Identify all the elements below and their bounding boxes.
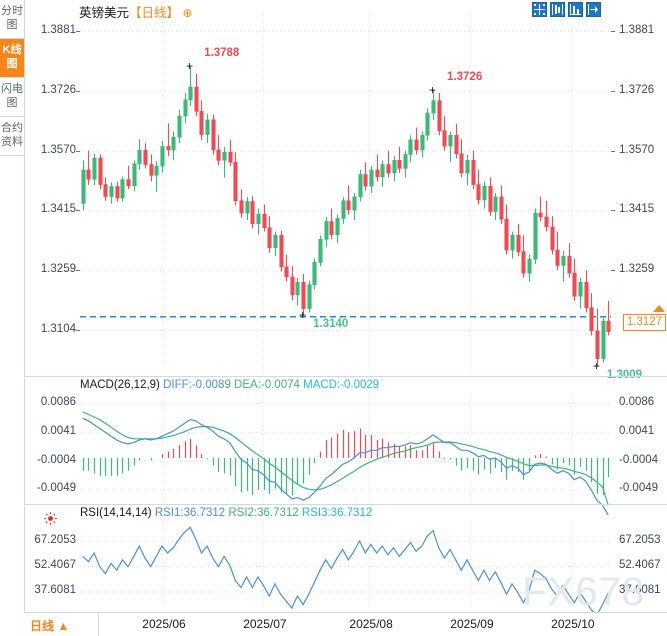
x-axis-bar: 日线 ▲ 2025/06 2025/07 2025/08 2025/09 2025/10 (24, 612, 667, 636)
chart-toolbar (532, 2, 601, 17)
price-axis-tick-left: 1.3104 (40, 323, 76, 336)
axis-tick-mark (76, 151, 80, 152)
sun-settings-icon[interactable] (44, 512, 57, 530)
rsi2-value: RSI2:36.7312 (228, 507, 299, 519)
sidebar-item-contract-info-label: 合约资料 (1, 122, 23, 148)
low-marker-1: 1.3140 (313, 318, 349, 331)
rsi1-value: RSI1:36.7312 (154, 507, 226, 519)
price-axis-tick-right: 1.3881 (619, 23, 655, 36)
chart-zoom-in-icon[interactable] (586, 2, 601, 17)
price-axis-tick-left: 1.3259 (40, 263, 76, 276)
macd-label: MACD(26,12,9) DIFF:-0.0089 DEA:-0.0074 M… (80, 379, 379, 391)
axis-tick-mark (611, 210, 615, 211)
macd-axis-tick-left: -0.0049 (36, 482, 76, 495)
x-axis-tick: 2025/07 (243, 617, 287, 631)
axis-tick-mark (611, 151, 615, 152)
sidebar-item-timeshare-label: 分时图 (1, 5, 23, 31)
price-axis-tick-right: 1.3726 (619, 83, 655, 96)
macd-dea-value: DEA:-0.0074 (234, 379, 300, 391)
axis-tick-mark (611, 270, 615, 271)
macd-diff-value: DIFF:-0.0089 (163, 379, 231, 391)
chart-title: 英镑美元【日线】 ⊕ (79, 2, 193, 21)
chart-frame: 英镑美元【日线】 ⊕ (24, 0, 667, 635)
axis-tick-mark (76, 270, 80, 271)
macd-axis-tick-right: 0.0041 (619, 424, 655, 437)
rsi-series (80, 522, 611, 616)
axis-tick-mark (76, 91, 80, 92)
pane-divider-1 (24, 376, 667, 377)
current-price-arrow (653, 305, 665, 313)
x-axis-tick: 2025/06 (142, 617, 186, 631)
rsi-axis-tick-left: 67.2053 (34, 533, 76, 546)
symbol-name: 英镑美元 (79, 6, 130, 20)
price-axis-tick-left: 1.3570 (40, 143, 76, 156)
chart-zoom-out-icon[interactable] (568, 2, 583, 17)
macd-axis-tick-right: 0.0086 (619, 395, 655, 408)
move-crosshair-icon[interactable] (532, 2, 547, 17)
candlestick-series (80, 14, 611, 374)
high-marker-1: 1.3788 (204, 46, 240, 59)
annotation-cross-marker: + (592, 358, 600, 373)
low-marker-2: 1.3009 (606, 368, 643, 381)
sidebar-item-kline-label: K线图 (2, 44, 22, 70)
macd-series (80, 394, 611, 516)
rsi-axis-tick-right: 67.2053 (619, 533, 661, 546)
price-plot-area[interactable] (80, 14, 611, 374)
macd-axis-tick-left: 0.0041 (40, 424, 76, 437)
annotation-cross-marker: + (186, 58, 194, 73)
sidebar-item-lightning[interactable]: 闪电图 (0, 78, 24, 117)
macd-axis-tick-right: -0.0004 (619, 453, 659, 466)
x-axis-tick: 2025/08 (349, 617, 393, 631)
pane-divider-2 (24, 504, 667, 505)
price-axis-tick-right: 1.3570 (619, 143, 655, 156)
left-sidebar: 分时图 K线图 闪电图 合约资料 (0, 0, 25, 635)
x-axis-divider (98, 613, 99, 636)
price-axis-tick-left: 1.3881 (40, 23, 76, 36)
macd-axis-tick-left: -0.0004 (36, 453, 76, 466)
macd-macd-value: MACD:-0.0029 (303, 379, 380, 391)
rsi-title: RSI(14,14,14) (80, 507, 152, 519)
period-name: 【日线】 (129, 6, 180, 20)
axis-tick-mark (76, 31, 80, 32)
rsi-axis-tick-left: 52.4067 (34, 559, 76, 572)
macd-title: MACD(26,12,9) (80, 379, 160, 391)
x-axis-tick: 2025/09 (450, 617, 494, 631)
macd-plot-area[interactable] (80, 394, 611, 516)
annotation-cross-marker: + (429, 82, 437, 97)
current-price-badge: 1.3127 (622, 314, 666, 332)
sidebar-item-lightning-label: 闪电图 (1, 83, 23, 109)
axis-tick-mark (76, 330, 80, 331)
rsi-pane[interactable]: RSI(14,14,14) RSI1:36.7312 RSI2:36.7312 … (24, 506, 667, 616)
sidebar-item-timeshare[interactable]: 分时图 (0, 0, 24, 39)
rsi3-value: RSI3:36.7312 (301, 507, 373, 519)
price-axis-tick-right: 1.3259 (619, 263, 655, 276)
rsi-axis-tick-right: 37.6081 (619, 584, 661, 597)
rsi-label: RSI(14,14,14) RSI1:36.7312 RSI2:36.7312 … (80, 507, 372, 519)
axis-tick-mark (611, 91, 615, 92)
x-axis-tick: 2025/10 (551, 617, 595, 631)
rsi-axis-tick-left: 37.6081 (34, 584, 76, 597)
annotation-cross-marker: + (299, 308, 307, 323)
price-axis-tick-left: 1.3726 (40, 83, 76, 96)
axis-tick-mark (76, 210, 80, 211)
price-axis-tick-left: 1.3415 (40, 203, 76, 216)
sidebar-item-contract-info[interactable]: 合约资料 (0, 117, 24, 156)
price-axis-tick-right: 1.3415 (619, 203, 655, 216)
rsi-axis-tick-right: 52.4067 (619, 559, 661, 572)
macd-pane[interactable]: MACD(26,12,9) DIFF:-0.0089 DEA:-0.0074 M… (24, 378, 667, 516)
chart-vertical-scale-icon[interactable] (550, 2, 565, 17)
crosshair-icon[interactable]: ⊕ (182, 6, 193, 20)
macd-axis-tick-right: -0.0049 (619, 482, 659, 495)
axis-tick-mark (611, 31, 615, 32)
high-marker-2: 1.3726 (447, 70, 483, 83)
price-pane[interactable]: 1.3881 1.3726 1.3570 1.3415 1.3259 1.3104 1.38… (24, 14, 667, 381)
macd-axis-tick-left: 0.0086 (40, 395, 76, 408)
sidebar-item-kline[interactable]: K线图 (0, 39, 24, 78)
rsi-plot-area[interactable] (80, 522, 611, 616)
period-toggle[interactable]: 日线 ▲ (30, 619, 70, 633)
